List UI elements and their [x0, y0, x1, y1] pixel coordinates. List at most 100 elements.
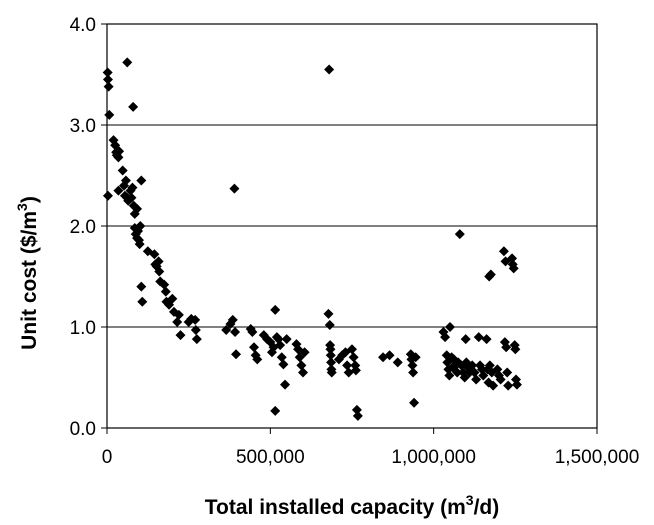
data-point — [149, 249, 160, 260]
data-point — [384, 350, 395, 361]
data-point — [154, 266, 165, 277]
data-point — [352, 410, 363, 421]
data-point — [452, 367, 463, 378]
data-point — [252, 354, 263, 365]
y-axis-title-suffix: ) — [18, 196, 41, 203]
data-point — [230, 327, 241, 338]
data-point — [299, 347, 310, 358]
data-point — [120, 175, 131, 186]
x-tick-label: 1,000,000 — [391, 447, 476, 468]
data-point — [104, 109, 115, 120]
data-point — [135, 221, 146, 231]
x-axis-ticks: 0 500,000 1,000,000 1,500,000 — [102, 428, 640, 468]
data-point — [114, 146, 125, 157]
data-point — [117, 165, 128, 176]
data-point — [469, 367, 480, 378]
data-point — [501, 342, 512, 353]
data-point — [445, 322, 455, 332]
data-point — [473, 332, 484, 343]
data-point — [249, 342, 259, 353]
y-tick-label: 0.0 — [70, 419, 96, 440]
data-point — [478, 370, 489, 381]
data-point — [275, 340, 286, 351]
x-axis-title-suffix: /d) — [474, 496, 500, 519]
data-point — [511, 379, 522, 390]
data-point — [128, 101, 139, 112]
data-point — [278, 359, 289, 370]
data-points — [102, 57, 522, 421]
gridlines — [107, 124, 597, 328]
data-point — [270, 405, 281, 416]
data-point — [510, 344, 521, 355]
data-point — [190, 314, 201, 325]
data-point — [160, 286, 171, 297]
data-point — [159, 279, 170, 290]
y-axis-title-text: Unit cost ($/m — [18, 211, 41, 350]
data-point — [502, 367, 513, 378]
y-tick-label: 3.0 — [70, 116, 96, 137]
data-point — [231, 349, 242, 360]
data-point — [113, 185, 124, 196]
data-point — [136, 281, 147, 292]
data-point — [127, 182, 138, 193]
data-point — [172, 316, 183, 327]
data-point — [409, 397, 420, 408]
data-point — [347, 344, 357, 355]
data-point — [481, 334, 492, 345]
data-point — [190, 325, 201, 336]
data-point — [324, 64, 335, 75]
data-point — [348, 352, 359, 363]
data-point — [350, 365, 361, 376]
data-point — [342, 360, 353, 371]
data-point — [343, 367, 354, 378]
data-point — [440, 332, 451, 343]
data-point — [392, 357, 403, 368]
data-point — [471, 374, 482, 385]
data-point — [247, 327, 258, 338]
y-tick-label: 4.0 — [70, 15, 96, 36]
data-point — [498, 246, 509, 257]
data-point — [103, 81, 114, 92]
x-tick-label: 1,500,000 — [555, 447, 640, 468]
data-point — [324, 319, 335, 330]
data-point — [173, 309, 184, 320]
data-point — [167, 293, 178, 304]
data-point — [102, 74, 113, 85]
data-point — [460, 334, 471, 345]
y-axis-title-superscript: 3 — [14, 203, 30, 211]
data-point — [323, 308, 334, 319]
data-point — [221, 325, 232, 336]
y-tick-label: 2.0 — [70, 217, 96, 238]
data-point — [326, 357, 337, 368]
data-point — [507, 253, 518, 264]
data-point — [508, 263, 519, 274]
x-axis-title-superscript: 3 — [466, 492, 474, 508]
data-point — [134, 239, 145, 250]
data-point — [122, 57, 133, 68]
x-axis-title-text: Total installed capacity (m — [205, 496, 466, 519]
data-point — [325, 344, 336, 355]
data-point — [495, 374, 506, 385]
data-point — [454, 229, 465, 240]
y-axis-ticks: 0.0 1.0 2.0 3.0 4.0 — [70, 15, 107, 440]
data-point — [298, 367, 308, 378]
data-point — [191, 334, 202, 345]
x-tick-label: 0 — [102, 447, 113, 468]
data-point — [444, 370, 455, 381]
data-point — [113, 152, 124, 163]
data-point — [410, 352, 421, 363]
data-point — [229, 183, 240, 194]
data-point — [484, 360, 495, 371]
data-point — [326, 367, 337, 378]
y-tick-label: 1.0 — [70, 318, 96, 339]
x-axis-title: Total installed capacity (m3/d) — [205, 492, 499, 519]
data-point — [102, 190, 113, 201]
data-point — [407, 360, 418, 371]
data-point — [296, 360, 307, 371]
data-point — [280, 379, 291, 390]
data-point — [325, 350, 336, 361]
data-point — [175, 330, 186, 341]
data-point — [276, 352, 287, 363]
data-point — [281, 334, 292, 345]
